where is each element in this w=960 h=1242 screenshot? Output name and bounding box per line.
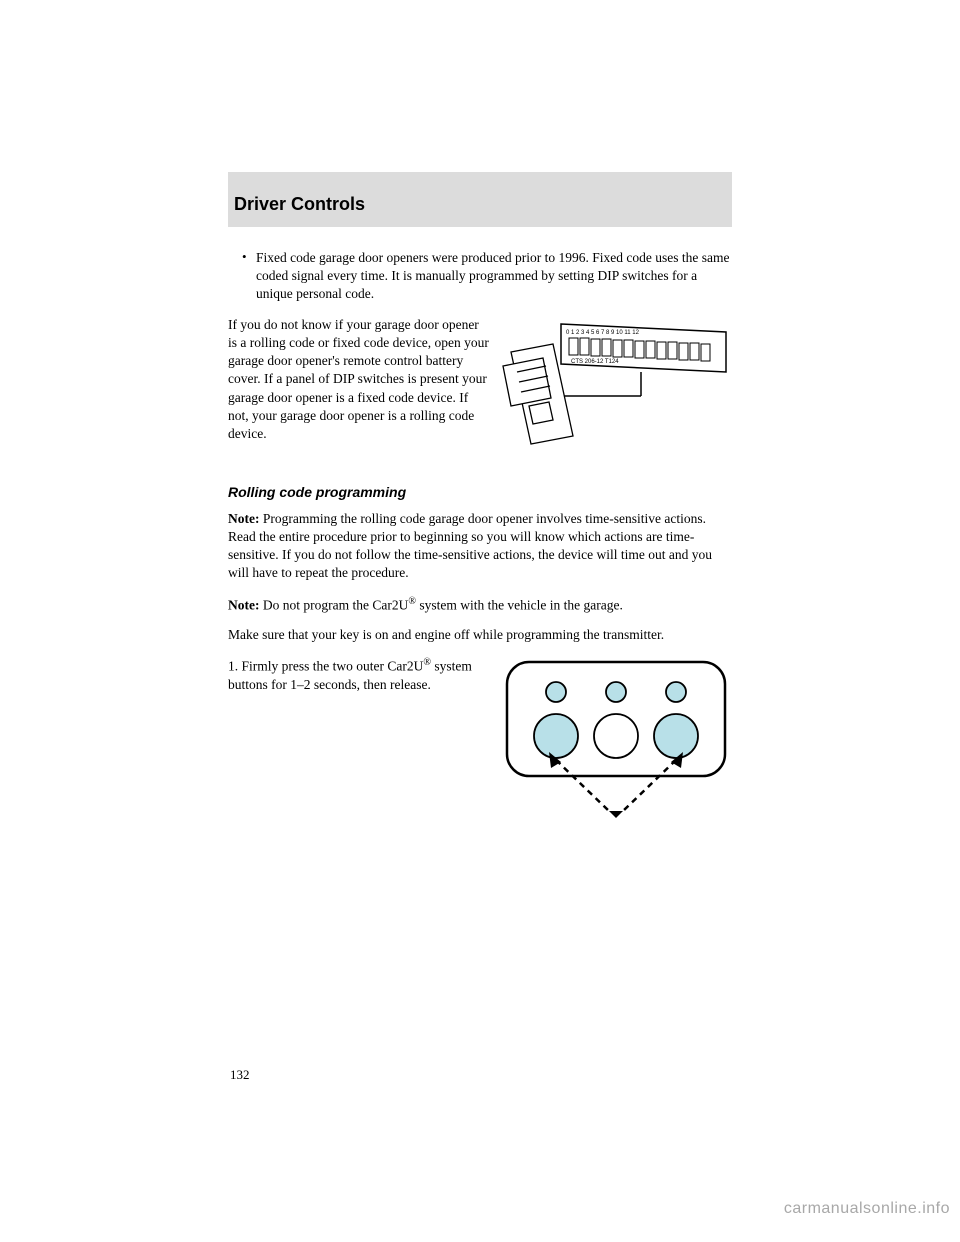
bullet-item: • Fixed code garage door openers were pr…	[228, 249, 732, 304]
step-text-a: 1. Firmly press the two outer Car2U	[228, 659, 423, 674]
note-prefix: Note:	[228, 597, 259, 612]
note-paragraph-1: Note: Programming the rolling code garag…	[228, 510, 732, 583]
para-left-col: 1. Firmly press the two outer Car2U® sys…	[228, 656, 490, 826]
dip-labels: 0 1 2 3 4 5 6 7 8 9 10 11 12	[566, 330, 640, 336]
watermark: carmanualsonline.info	[784, 1200, 950, 1218]
body-paragraph: Make sure that your key is on and engine…	[228, 626, 732, 644]
section-header-title: Driver Controls	[234, 194, 732, 215]
dip-switch-figure: 0 1 2 3 4 5 6 7 8 9 10 11 12	[500, 316, 732, 456]
para-with-figure-1: If you do not know if your garage door o…	[228, 316, 732, 456]
body-text: If you do not know if your garage door o…	[228, 316, 490, 444]
note-text: Programming the rolling code garage door…	[228, 511, 712, 581]
registered-mark: ®	[423, 657, 431, 668]
note-prefix: Note:	[228, 511, 259, 526]
note-text-b: system with the vehicle in the garage.	[416, 597, 623, 612]
para-with-figure-2: 1. Firmly press the two outer Car2U® sys…	[228, 656, 732, 826]
para-left-col: If you do not know if your garage door o…	[228, 316, 490, 456]
page-number: 132	[230, 1067, 250, 1083]
dip-switch-svg: 0 1 2 3 4 5 6 7 8 9 10 11 12	[501, 316, 731, 456]
car2u-buttons-figure	[500, 656, 732, 826]
dip-model: CTS 206-12 T124	[571, 359, 619, 365]
bullet-marker: •	[242, 249, 256, 304]
note-text-a: Do not program the Car2U	[263, 597, 408, 612]
bullet-text: Fixed code garage door openers were prod…	[256, 249, 732, 304]
registered-mark: ®	[408, 596, 416, 607]
section-header-bar: Driver Controls	[228, 172, 732, 227]
page-content: Driver Controls • Fixed code garage door…	[228, 172, 732, 854]
car2u-svg	[501, 656, 731, 826]
section-heading: Rolling code programming	[228, 484, 732, 500]
step-text: 1. Firmly press the two outer Car2U® sys…	[228, 656, 490, 694]
note-paragraph-2: Note: Do not program the Car2U® system w…	[228, 595, 732, 615]
